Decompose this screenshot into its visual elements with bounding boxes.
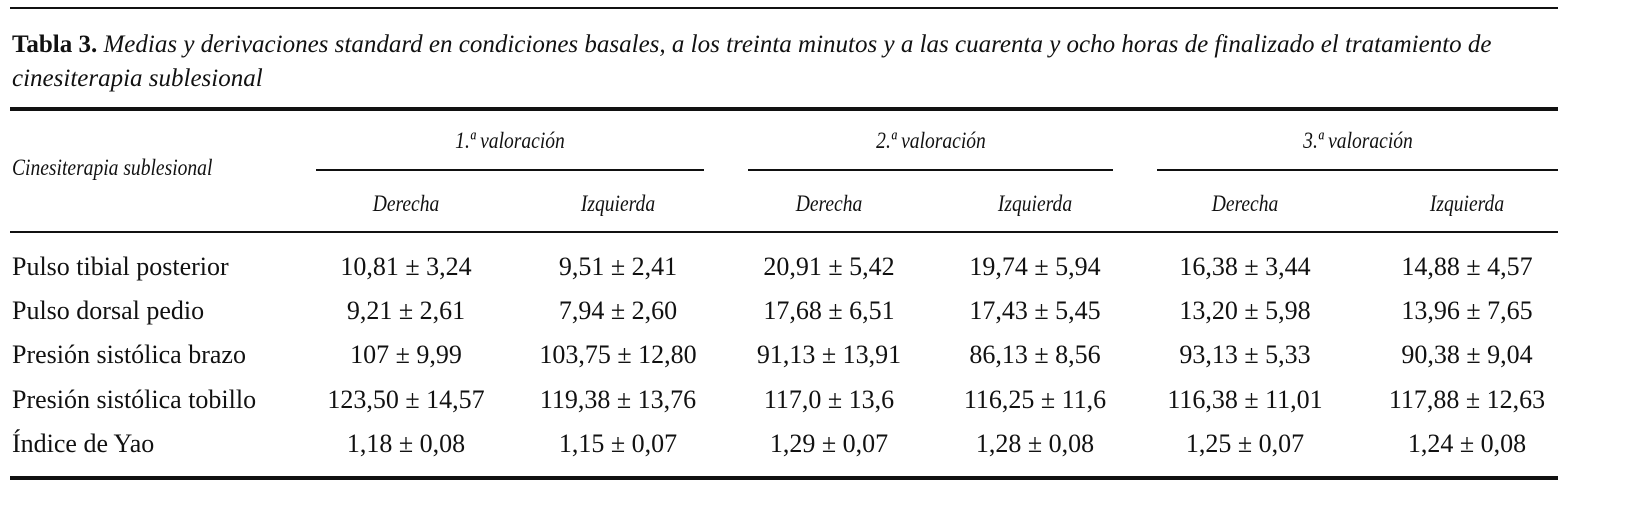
- body-rule: [10, 231, 1558, 233]
- cell: 1,18 ± 0,08: [346, 429, 466, 458]
- row-header: Cinesiterapia sublesional: [12, 155, 213, 180]
- cell: 123,50 ± 14,57: [327, 385, 485, 414]
- cell: 1,15 ± 0,07: [558, 429, 678, 458]
- cell: 9,21 ± 2,61: [346, 296, 466, 325]
- cell: 107 ± 9,99: [350, 340, 462, 369]
- cell: 1,24 ± 0,08: [1407, 429, 1527, 458]
- cell: 90,38 ± 9,04: [1401, 340, 1533, 369]
- row-label: Presión sistólica tobillo: [12, 385, 257, 414]
- row-label: Presión sistólica brazo: [12, 340, 246, 369]
- cell: 93,13 ± 5,33: [1179, 340, 1311, 369]
- cell: 1,29 ± 0,07: [769, 429, 889, 458]
- cell: 19,74 ± 5,94: [969, 252, 1101, 281]
- cell: 117,0 ± 13,6: [763, 385, 895, 414]
- cell: 86,13 ± 8,56: [969, 340, 1101, 369]
- cell: 13,20 ± 5,98: [1179, 296, 1311, 325]
- caption-text: Medias y derivaciones standard en condic…: [12, 31, 1492, 92]
- subheader: Derecha: [1211, 191, 1279, 216]
- cell: 117,88 ± 12,63: [1388, 385, 1546, 414]
- subheader: Izquierda: [997, 191, 1073, 216]
- cell: 91,13 ± 13,91: [756, 340, 902, 369]
- header-rule: [10, 107, 1558, 111]
- cell: 1,28 ± 0,08: [975, 429, 1095, 458]
- group-header: 1.ª valoración: [455, 128, 565, 153]
- bottom-rule: [10, 476, 1558, 480]
- cell: 9,51 ± 2,41: [558, 252, 678, 281]
- group-underline: [748, 169, 1113, 171]
- group-header: 3.ª valoración: [1302, 128, 1413, 153]
- subheader: Derecha: [372, 191, 440, 216]
- caption: Tabla 3. Medias y derivaciones standard …: [12, 28, 1572, 96]
- group-header: 2.ª valoración: [875, 128, 986, 153]
- cell: 116,25 ± 11,6: [963, 385, 1107, 414]
- cell: 10,81 ± 3,24: [340, 252, 472, 281]
- group-underline: [1157, 169, 1558, 171]
- subheader: Izquierda: [1429, 191, 1505, 216]
- row-label: Índice de Yao: [12, 429, 155, 458]
- cell: 17,68 ± 6,51: [763, 296, 895, 325]
- row-label: Pulso tibial posterior: [12, 252, 229, 281]
- cell: 1,25 ± 0,07: [1185, 429, 1305, 458]
- top-rule: [10, 7, 1558, 9]
- cell: 17,43 ± 5,45: [969, 296, 1101, 325]
- cell: 14,88 ± 4,57: [1401, 252, 1533, 281]
- cell: 13,96 ± 7,65: [1401, 296, 1533, 325]
- cell: 7,94 ± 2,60: [558, 296, 678, 325]
- cell: 16,38 ± 3,44: [1179, 252, 1311, 281]
- cell: 119,38 ± 13,76: [539, 385, 697, 414]
- cell: 20,91 ± 5,42: [763, 252, 895, 281]
- row-label: Pulso dorsal pedio: [12, 296, 205, 325]
- group-underline: [316, 169, 704, 171]
- subheader: Izquierda: [580, 191, 656, 216]
- cell: 103,75 ± 12,80: [539, 340, 697, 369]
- subheader: Derecha: [795, 191, 863, 216]
- cell: 116,38 ± 11,01: [1167, 385, 1323, 414]
- caption-label: Tabla 3.: [12, 31, 98, 58]
